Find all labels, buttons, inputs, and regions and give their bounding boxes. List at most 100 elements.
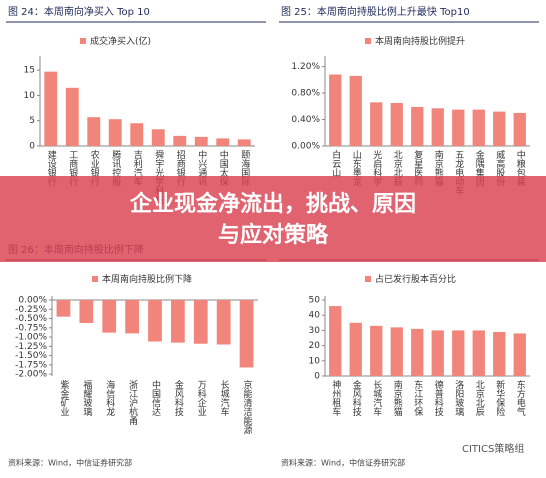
y-tick-label: 0 bbox=[314, 372, 320, 382]
bar bbox=[79, 300, 94, 323]
y-tick-label: 40 bbox=[309, 311, 321, 321]
y-tick-label: 0.40% bbox=[291, 115, 320, 125]
x-tick-label: 金风科技 bbox=[173, 379, 184, 417]
x-tick-label: 南京熊猫 bbox=[433, 149, 444, 187]
x-tick-label: 农业银行 bbox=[89, 149, 100, 187]
bar bbox=[108, 119, 122, 146]
x-tick-label: 新华保险 bbox=[494, 379, 505, 417]
y-tick-label: 10 bbox=[309, 356, 321, 366]
bar bbox=[125, 300, 139, 334]
y-tick-label: -1.00% bbox=[15, 333, 47, 343]
bar bbox=[173, 135, 187, 146]
bar bbox=[87, 117, 101, 146]
bar bbox=[513, 112, 526, 146]
bar bbox=[431, 330, 444, 376]
bar bbox=[56, 300, 71, 317]
legend-swatch bbox=[365, 38, 371, 44]
chart-title: 图 24：本周南向净买入 Top 10 bbox=[8, 5, 150, 18]
bar bbox=[472, 109, 485, 146]
bar bbox=[102, 300, 117, 333]
x-tick-label: 紫金矿业 bbox=[58, 380, 69, 416]
bar bbox=[65, 87, 79, 146]
y-tick-label: -1.25% bbox=[15, 342, 47, 352]
bar bbox=[370, 102, 383, 146]
x-tick-label: 海信科龙 bbox=[104, 379, 115, 416]
bar bbox=[194, 136, 208, 146]
y-tick-label: 5 bbox=[29, 116, 35, 126]
banner-background bbox=[0, 176, 546, 262]
x-tick-label: 南京熊猫 bbox=[392, 379, 403, 417]
y-tick-label: -0.25% bbox=[15, 305, 47, 315]
bar bbox=[171, 300, 185, 343]
y-tick-label: -1.75% bbox=[15, 360, 47, 370]
bar bbox=[370, 325, 383, 376]
legend-label: 占已发行股本百分比 bbox=[375, 273, 456, 285]
source-note: 资料来源：Wind，中信证券研究部 bbox=[8, 458, 132, 468]
y-tick-label: 0 bbox=[29, 142, 35, 152]
x-tick-label: 北京北辰 bbox=[392, 150, 403, 187]
x-tick-label: 复星医药 bbox=[412, 149, 423, 187]
x-tick-label: 东江环保 bbox=[412, 379, 423, 417]
y-tick-label: 0.00% bbox=[291, 142, 320, 152]
bar bbox=[431, 108, 444, 146]
bar bbox=[349, 322, 362, 376]
bar bbox=[216, 138, 230, 146]
x-tick-label: 腾讯控股 bbox=[110, 149, 121, 187]
y-tick-label: 15 bbox=[24, 66, 35, 76]
x-tick-label: 吉利汽车 bbox=[132, 150, 143, 187]
bar bbox=[193, 300, 208, 344]
x-tick-label: 东方电气 bbox=[515, 379, 526, 416]
bar bbox=[148, 300, 162, 342]
bar bbox=[411, 328, 424, 376]
bar bbox=[151, 129, 165, 146]
x-tick-label: 德普科技 bbox=[433, 379, 444, 417]
y-tick-label: 0.80% bbox=[291, 89, 320, 99]
x-tick-label: 金隅集团 bbox=[474, 149, 485, 187]
bar bbox=[493, 331, 506, 376]
bar bbox=[390, 103, 403, 146]
bar bbox=[130, 123, 144, 146]
legend-swatch bbox=[92, 276, 98, 282]
y-tick-label: 30 bbox=[309, 326, 321, 336]
y-tick-label: 10 bbox=[24, 91, 36, 101]
banner-line: 企业现金净流出，挑战、原因 bbox=[129, 191, 416, 217]
x-tick-label: 洛阳玻璃 bbox=[453, 379, 464, 417]
legend-label: 本周南向持股比例提升 bbox=[375, 35, 465, 47]
y-tick-label: -1.50% bbox=[15, 351, 47, 361]
bar bbox=[349, 75, 362, 146]
x-tick-label: 颐海国际 bbox=[239, 150, 250, 187]
x-tick-label: 北京北辰 bbox=[474, 380, 485, 417]
bar bbox=[239, 300, 254, 368]
bar bbox=[452, 330, 465, 376]
bar bbox=[44, 71, 58, 146]
x-tick-label: 白云山 bbox=[330, 149, 341, 177]
y-tick-label: 20 bbox=[309, 341, 321, 351]
bar bbox=[452, 109, 465, 146]
x-tick-label: 五龙电动车 bbox=[453, 150, 464, 196]
x-tick-label: 福耀玻璃 bbox=[81, 379, 92, 417]
x-tick-label: 山东墨龙 bbox=[351, 150, 362, 186]
y-tick-label: -0.50% bbox=[15, 314, 47, 324]
bar bbox=[237, 139, 251, 146]
legend-swatch bbox=[365, 276, 371, 282]
bar bbox=[329, 74, 342, 146]
x-tick-label: 中国信达 bbox=[150, 379, 161, 416]
bar bbox=[513, 333, 526, 376]
y-tick-label: 50 bbox=[309, 296, 321, 306]
legend-swatch bbox=[80, 38, 86, 44]
x-tick-label: 神州租车 bbox=[330, 379, 341, 417]
x-tick-label: 浙江沪杭甬 bbox=[127, 379, 138, 425]
bar bbox=[216, 300, 231, 345]
x-tick-label: 长城汽车 bbox=[371, 379, 382, 417]
y-tick-label: -0.75% bbox=[15, 323, 47, 333]
x-tick-label: 中国太保 bbox=[218, 149, 229, 187]
legend-label: 本周南向持股比例下降 bbox=[102, 273, 192, 285]
x-tick-label: 工商银行 bbox=[67, 150, 78, 187]
x-tick-label: 万科企业 bbox=[196, 380, 207, 416]
banner-line: 与应对策略 bbox=[218, 222, 329, 248]
x-tick-label: 中兴通讯 bbox=[196, 149, 207, 187]
bar bbox=[493, 111, 506, 146]
bar bbox=[390, 327, 403, 376]
x-tick-label: 威高股份 bbox=[494, 149, 505, 187]
